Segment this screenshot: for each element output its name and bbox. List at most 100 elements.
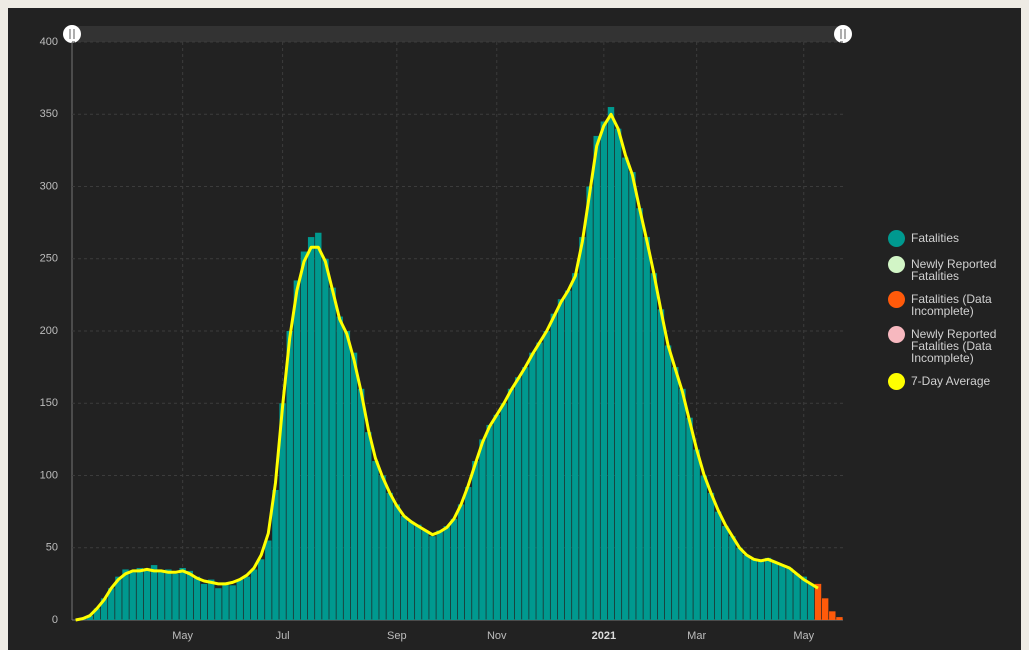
slider-handle-left[interactable] xyxy=(63,25,81,43)
bar xyxy=(764,557,772,620)
bar xyxy=(800,576,807,620)
legend-item[interactable]: Newly Reported Fatalities xyxy=(888,256,1028,282)
legend-label: Newly Reported Fatalities xyxy=(911,257,997,283)
bar xyxy=(700,475,708,620)
bar xyxy=(93,608,101,620)
bar xyxy=(365,432,372,620)
bar xyxy=(636,208,643,621)
legend-swatch xyxy=(888,326,905,343)
y-tick-label: 0 xyxy=(52,614,58,626)
legend-swatch xyxy=(888,373,905,390)
bar xyxy=(300,251,308,620)
handle-grip xyxy=(69,29,75,39)
average-line xyxy=(75,112,819,622)
y-tick-label: 300 xyxy=(40,180,58,192)
bar xyxy=(643,237,650,620)
bar xyxy=(693,449,700,620)
slider-handle-right[interactable] xyxy=(834,25,852,43)
legend-item[interactable]: Fatalities xyxy=(888,230,1028,247)
bar xyxy=(514,377,522,620)
bar xyxy=(579,237,586,620)
bar xyxy=(250,569,258,620)
bar xyxy=(586,186,593,620)
bar xyxy=(315,232,322,621)
bar xyxy=(664,345,672,620)
bar xyxy=(786,567,793,620)
bar xyxy=(729,536,736,620)
bar xyxy=(179,567,186,620)
bar xyxy=(479,439,486,620)
bar xyxy=(536,342,543,620)
chart: 0 50 100 150 200 250 300 350 400 May Jul Sep Nov 2021… xyxy=(40,25,852,642)
bar xyxy=(450,518,458,620)
bar xyxy=(836,617,843,620)
bar xyxy=(415,524,422,620)
bar xyxy=(793,573,800,620)
legend-item[interactable]: Newly Reported Fatalities (Data Incomple… xyxy=(888,326,1028,364)
legend-item[interactable]: 7-Day Average xyxy=(888,373,1028,390)
bar xyxy=(129,572,136,620)
bar xyxy=(379,475,386,620)
legend-swatch xyxy=(888,230,905,247)
bar xyxy=(122,569,129,620)
bar xyxy=(393,504,401,620)
x-tick-label: Nov xyxy=(487,630,507,642)
range-slider[interactable] xyxy=(72,26,843,42)
bar xyxy=(543,331,550,620)
bar xyxy=(814,583,822,620)
bar xyxy=(593,135,600,621)
bar xyxy=(336,316,343,620)
bar xyxy=(771,562,779,620)
bar xyxy=(422,530,429,620)
bar xyxy=(357,388,365,620)
bar xyxy=(679,388,686,620)
bar xyxy=(286,331,293,620)
bar xyxy=(407,521,415,620)
bar xyxy=(215,588,222,620)
bar xyxy=(108,588,115,620)
legend-label: Fatalities (Data Incomplete) xyxy=(911,292,992,318)
bar xyxy=(229,585,236,620)
legend-label: Newly Reported Fatalities (Data Incomple… xyxy=(911,327,997,365)
bar xyxy=(400,515,408,620)
bar xyxy=(257,559,265,620)
bar xyxy=(657,309,665,620)
bar xyxy=(457,504,465,620)
bar xyxy=(507,388,515,620)
x-tick-label: Sep xyxy=(387,630,407,642)
bar xyxy=(236,579,243,620)
bar xyxy=(572,273,579,620)
x-tick-label: 2021 xyxy=(592,630,616,642)
bar xyxy=(650,273,658,620)
legend-label: 7-Day Average xyxy=(911,374,991,388)
bar xyxy=(779,565,786,620)
bar xyxy=(222,582,229,620)
x-tick-label: Jul xyxy=(276,630,290,642)
bar xyxy=(436,530,443,620)
y-tick-label: 400 xyxy=(40,36,58,48)
bar xyxy=(714,511,722,620)
bar xyxy=(343,331,351,620)
bar xyxy=(500,403,508,620)
bar xyxy=(486,424,493,620)
bar xyxy=(293,280,301,620)
bar xyxy=(193,576,201,620)
bar xyxy=(143,570,151,620)
bar xyxy=(200,583,208,620)
bar xyxy=(493,414,500,620)
bar xyxy=(672,367,679,620)
bar xyxy=(564,290,572,620)
bar xyxy=(322,258,329,620)
bar xyxy=(386,492,393,620)
bar xyxy=(743,554,750,620)
y-tick-label: 250 xyxy=(40,253,58,265)
bar xyxy=(165,569,172,620)
legend-swatch xyxy=(888,291,905,308)
bar xyxy=(829,611,836,620)
bar xyxy=(272,489,279,620)
legend-item[interactable]: Fatalities (Data Incomplete) xyxy=(888,291,1028,317)
chart-panel: 0 50 100 150 200 250 300 350 400 May Jul Sep Nov 2021… xyxy=(8,8,1021,650)
bar xyxy=(100,598,108,620)
bar xyxy=(607,107,615,620)
bar xyxy=(372,461,379,620)
